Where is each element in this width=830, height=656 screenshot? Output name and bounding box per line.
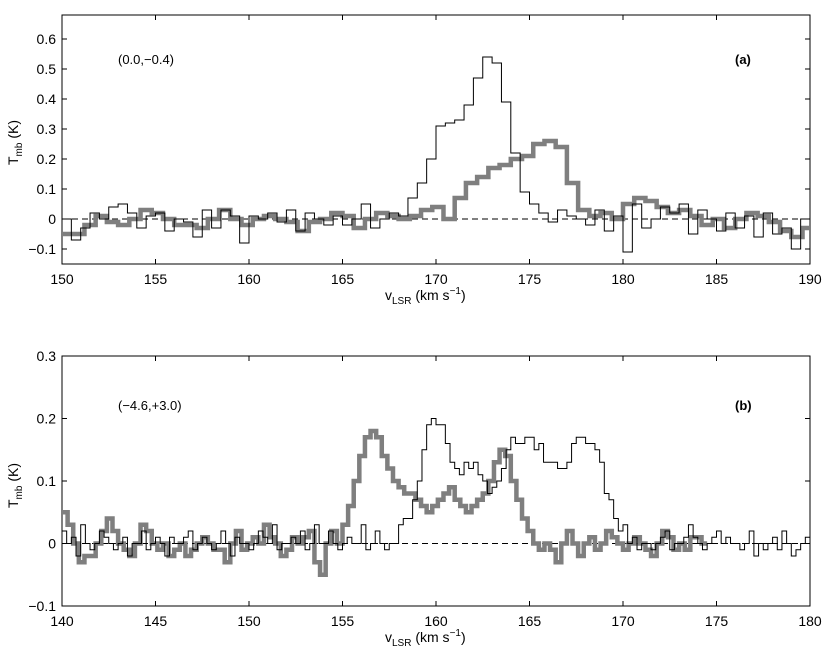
x-axis-title-a: vLSR (km s−1) [385, 286, 466, 307]
panel-label-a: (a) [735, 52, 751, 67]
panel-a: −0.100.10.20.30.40.50.6 150 155 160 165 170 1… [5, 14, 822, 307]
position-label-b: (−4.6,+3.0) [118, 398, 182, 413]
x-axis-b: 140 145 150 155 160 165 170 175 180 [50, 356, 822, 629]
y-axis-a: −0.1 0 0.1 0.2 0.3 0.4 0.5 0.6 [28, 31, 810, 257]
y-axis-title-b: Tmb (K) [5, 463, 25, 508]
x-tick-label: 170 [611, 613, 635, 629]
series-b [62, 418, 810, 577]
panel-b: −0.100.10.20.3 140 145 150 155 160 165 170 175 1… [5, 348, 822, 649]
axes-frame-b [61, 355, 811, 607]
x-tick-label: 165 [331, 271, 355, 287]
position-label-a: (0.0,−0.4) [118, 52, 174, 67]
x-tick-label: 160 [424, 613, 448, 629]
y-tick-label: 0.1 [37, 181, 57, 197]
thin-spectrum-line [62, 56, 810, 253]
x-tick-label: 155 [144, 271, 168, 287]
series-a [62, 56, 810, 253]
y-tick-label: 0.6 [37, 31, 57, 47]
x-tick-label: 185 [705, 271, 729, 287]
thick-spectrum-line [62, 428, 708, 577]
y-tick-label: 0 [48, 536, 56, 552]
x-tick-label: 160 [237, 271, 261, 287]
x-tick-label: 150 [50, 271, 74, 287]
x-tick-label: 150 [237, 613, 261, 629]
panel-label-b: (b) [735, 398, 752, 413]
y-tick-label: 0.3 [37, 348, 57, 364]
y-tick-label: −0.1 [28, 598, 56, 614]
x-tick-label: 180 [611, 271, 635, 287]
y-tick-label: 0.2 [37, 151, 57, 167]
thin-spectrum-line [62, 418, 810, 557]
y-tick-label: 0.4 [37, 91, 57, 107]
x-tick-label: 170 [424, 271, 448, 287]
x-tick-label: 165 [518, 613, 542, 629]
x-axis-a: 150 155 160 165 170 175 180 185 190 [50, 15, 822, 287]
x-tick-label: 180 [798, 613, 822, 629]
x-tick-label: 175 [705, 613, 729, 629]
x-tick-label: 175 [518, 271, 542, 287]
y-axis-b: −0.1 0 0.1 0.2 0.3 [28, 348, 810, 614]
y-tick-label: 0.5 [37, 61, 57, 77]
x-tick-label: 145 [144, 613, 168, 629]
x-axis-title-b: vLSR (km s−1) [385, 628, 466, 649]
x-tick-label: 140 [50, 613, 74, 629]
x-tick-label: 155 [331, 613, 355, 629]
y-tick-label: 0.3 [37, 121, 57, 137]
thick-spectrum-line [62, 138, 810, 240]
y-tick-label: 0.1 [37, 473, 57, 489]
y-axis-title-a: Tmb (K) [5, 120, 25, 165]
y-tick-label: −0.1 [28, 241, 56, 257]
x-tick-label: 190 [798, 271, 822, 287]
y-tick-label: 0 [48, 211, 56, 227]
y-tick-label: 0.2 [37, 411, 57, 427]
